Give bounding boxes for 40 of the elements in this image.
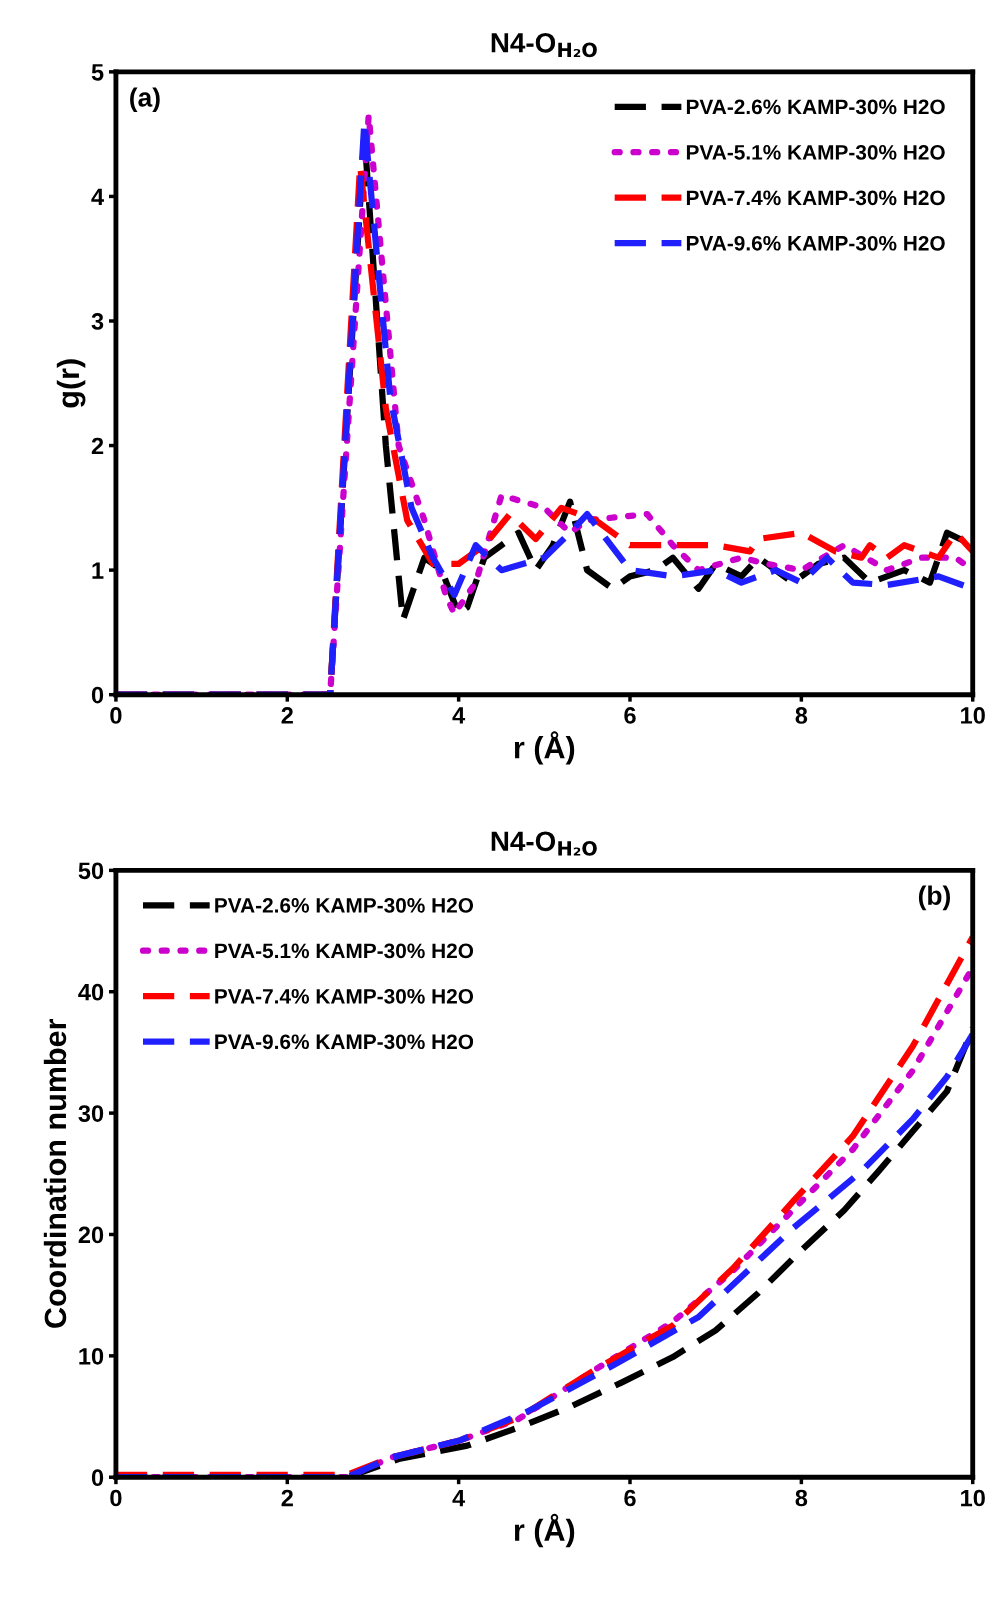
x-tick-label: 8 [795, 707, 808, 724]
y-tick-label: 4 [91, 188, 104, 205]
y-tick-label: 0 [91, 686, 104, 704]
y-tick-label: 2 [91, 437, 104, 455]
x-tick-label: 4 [452, 1489, 466, 1507]
y-tick-label: 3 [91, 313, 104, 330]
x-tick-label: 6 [624, 707, 636, 724]
legend-label: PVA-2.6% KAMP-30% H2O [686, 99, 945, 115]
y-tick-label: 10 [79, 1347, 104, 1365]
x-tick-label: 4 [452, 707, 466, 724]
y-tick-label: 50 [78, 862, 104, 880]
x-tick-label: 0 [110, 707, 122, 724]
legend-label: PVA-5.1% KAMP-30% H2O [686, 144, 945, 160]
annotation: (a) [130, 87, 160, 113]
legend-label: PVA-9.6% KAMP-30% H2O [215, 1034, 474, 1050]
x-tick-label: 2 [281, 707, 293, 724]
y-axis-title: Coordination number [43, 1018, 67, 1328]
x-axis-title: r (Å) [514, 731, 575, 765]
y-axis-title: g(r) [56, 359, 86, 408]
x-tick-label: 8 [795, 1489, 808, 1507]
legend-label: PVA-7.4% KAMP-30% H2O [215, 988, 474, 1004]
chart-title: N4-O$_{H₂O}$ [491, 32, 597, 58]
y-tick-label: 30 [78, 1105, 104, 1122]
annotation: (b) [918, 885, 950, 911]
x-tick-label: 0 [110, 1489, 122, 1507]
x-tick-label: 6 [624, 1489, 636, 1507]
y-tick-label: 20 [78, 1226, 104, 1244]
legend-label: PVA-7.4% KAMP-30% H2O [686, 190, 945, 206]
legend-label: PVA-2.6% KAMP-30% H2O [215, 898, 474, 913]
x-axis-title: r (Å) [514, 1513, 575, 1548]
chart-title: N4-O$_{H₂O}$ [491, 831, 597, 856]
x-tick-label: 10 [961, 707, 985, 724]
legend-label: PVA-9.6% KAMP-30% H2O [686, 235, 945, 251]
y-tick-label: 0 [91, 1469, 104, 1487]
x-tick-label: 2 [281, 1489, 293, 1507]
y-tick-label: 1 [92, 562, 104, 579]
legend-label: PVA-5.1% KAMP-30% H2O [215, 943, 474, 959]
x-tick-label: 10 [961, 1489, 985, 1507]
y-tick-label: 5 [91, 64, 104, 81]
y-tick-label: 40 [78, 983, 104, 1001]
